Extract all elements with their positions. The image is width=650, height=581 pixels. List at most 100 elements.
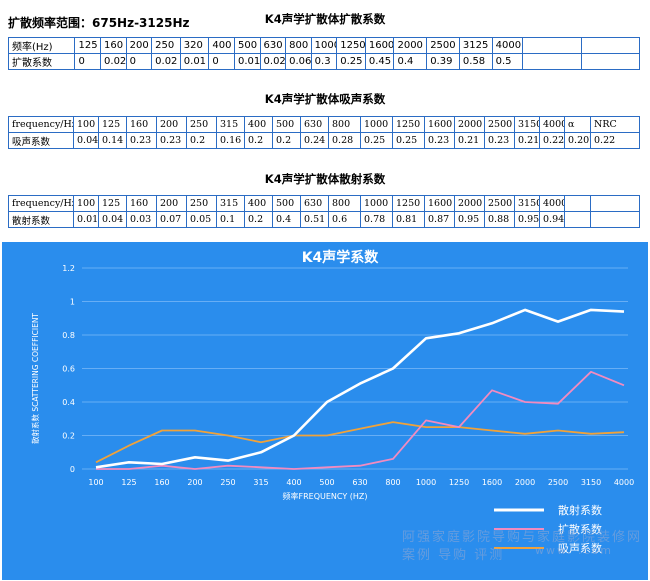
table-cell: 散射系数 [8,211,74,228]
series-line-diffusion [96,370,625,470]
table-cell: 0.3 [310,53,338,70]
table-cell: 0 [208,53,235,70]
table-cell: 2500 [484,195,515,212]
x-tick-label: 3150 [581,478,601,487]
table-cell: 0.1 [216,211,245,228]
table-cell: 0.21 [454,132,485,149]
table-cell: 0.4 [272,211,301,228]
table-row: 散射系数 0.01 0.04 0.03 0.07 0.05 0.1 0.2 0.4 0.51 0.6… [8,211,640,228]
x-tick-label: 800 [385,478,400,487]
table-row: frequency/Hz 100 125 160 200 250 315 400 500 630 8… [8,195,640,212]
y-tick-label: 0.6 [62,365,75,374]
table-cell: 125 [98,195,127,212]
y-tick-label: 0.4 [62,398,75,407]
table-cell: 1250 [392,195,425,212]
table-row: frequency/Hz 100 125 160 200 250 315 400 500 630 8… [8,116,640,133]
table-cell: 1000 [360,195,393,212]
table-cell: 0.23 [156,132,187,149]
table-cell: 0.25 [336,53,366,70]
table-cell [522,37,582,54]
table1-title: K4声学扩散体扩散系数 [264,12,386,26]
x-tick-label: 315 [253,478,268,487]
y-tick-label: 1 [70,298,75,307]
table-cell: 2000 [454,116,485,133]
table-cell: 1600 [364,37,395,54]
table-cell: 630 [300,195,329,212]
table-cell: 200 [156,195,187,212]
table-cell: NRC [590,116,640,133]
table-cell: 0.07 [156,211,187,228]
table-cell: 1000 [310,37,338,54]
table-cell: 0.2 [244,132,273,149]
table-cell: 160 [100,37,127,54]
table-cell: 800 [285,37,312,54]
table-cell: 0.01 [179,53,210,70]
table-cell: 频率(Hz) [7,37,76,54]
x-tick-label: 2000 [515,478,535,487]
table-cell: 0.39 [426,53,460,70]
table-cell: α [564,116,591,133]
table-cell: 630 [300,116,329,133]
table-cell: 2500 [426,37,460,54]
x-tick-label: 200 [187,478,202,487]
y-tick-label: 0 [70,465,75,474]
table-row: 频率(Hz)1251602002503204005006308001000125… [7,37,641,54]
table-cell [580,53,641,70]
table-cell: 200 [125,37,153,54]
table-cell: 0.05 [186,211,217,228]
series-line-scattering [95,308,625,469]
x-tick-label: 250 [220,478,235,487]
table-cell: 扩散系数 [7,53,76,70]
table-cell: 0 [125,53,153,70]
absorption-table: frequency/Hz 100 125 160 200 250 315 400 500 630 8… [8,116,640,149]
table-cell: 0.01 [233,53,261,70]
table-cell [522,53,582,70]
table-cell: 0.01 [73,211,99,228]
table-row: 扩散系数 0 0.02 0 0.02 0.01 0 0.01 0.02 0.06 0.3 0.25 0.… [7,53,641,70]
table-cell: 3150 [514,116,540,133]
table-cell: 250 [151,37,181,54]
chart-background [2,242,648,580]
table-cell: 0.2 [186,132,217,149]
scattering-table: frequency/Hz 100 125 160 200 250 315 400 500 630 8… [8,195,640,228]
table-cell: 800 [328,116,361,133]
table-cell: 0.2 [244,211,273,228]
table-cell: 0.02 [100,53,127,70]
table-cell: 1600 [424,195,455,212]
table-cell: 1600 [424,116,455,133]
table-cell: 0.58 [458,53,493,70]
x-tick-label: 1600 [482,478,502,487]
table-row: 吸声系数 0.04 0.14 0.23 0.23 0.2 0.16 0.2 0.2 0.24 0.2… [8,132,640,149]
table-cell: 3125 [458,37,493,54]
table-cell: 0.87 [424,211,455,228]
table-cell: 吸声系数 [8,132,74,149]
table-cell: frequency/Hz [8,116,74,133]
table-cell: 4000 [491,37,524,54]
table-cell: 1000 [360,116,393,133]
table-cell: 0.22 [590,132,640,149]
table-cell: 100 [73,195,99,212]
series-line-absorption [95,421,625,464]
table-cell: 4000 [539,195,565,212]
table-cell: 0.03 [126,211,157,228]
table-cell: 0.23 [126,132,157,149]
x-tick-label: 2500 [548,478,568,487]
table-cell: 4000 [539,116,565,133]
table-cell: 400 [244,116,273,133]
table-cell: 0.16 [216,132,245,149]
table-cell: 250 [186,116,217,133]
table-cell [590,195,640,212]
diffusion-table: 频率(Hz)1251602002503204005006308001000125… [7,37,641,70]
legend-label: 扩散系数 [558,522,602,536]
table-cell: 0.04 [73,132,99,149]
table-cell: 0.14 [98,132,127,149]
table-cell: 160 [126,116,157,133]
table-cell: 0.95 [454,211,485,228]
table-cell: 0.2 [272,132,301,149]
table3-title: K4声学扩散体散射系数 [264,172,386,186]
table-cell: 0.23 [484,132,515,149]
x-axis-label: 频率FREQUENCY (HZ) [282,491,367,501]
table-cell: 320 [179,37,210,54]
table-cell: 0.51 [300,211,329,228]
table-cell: 0.95 [514,211,540,228]
